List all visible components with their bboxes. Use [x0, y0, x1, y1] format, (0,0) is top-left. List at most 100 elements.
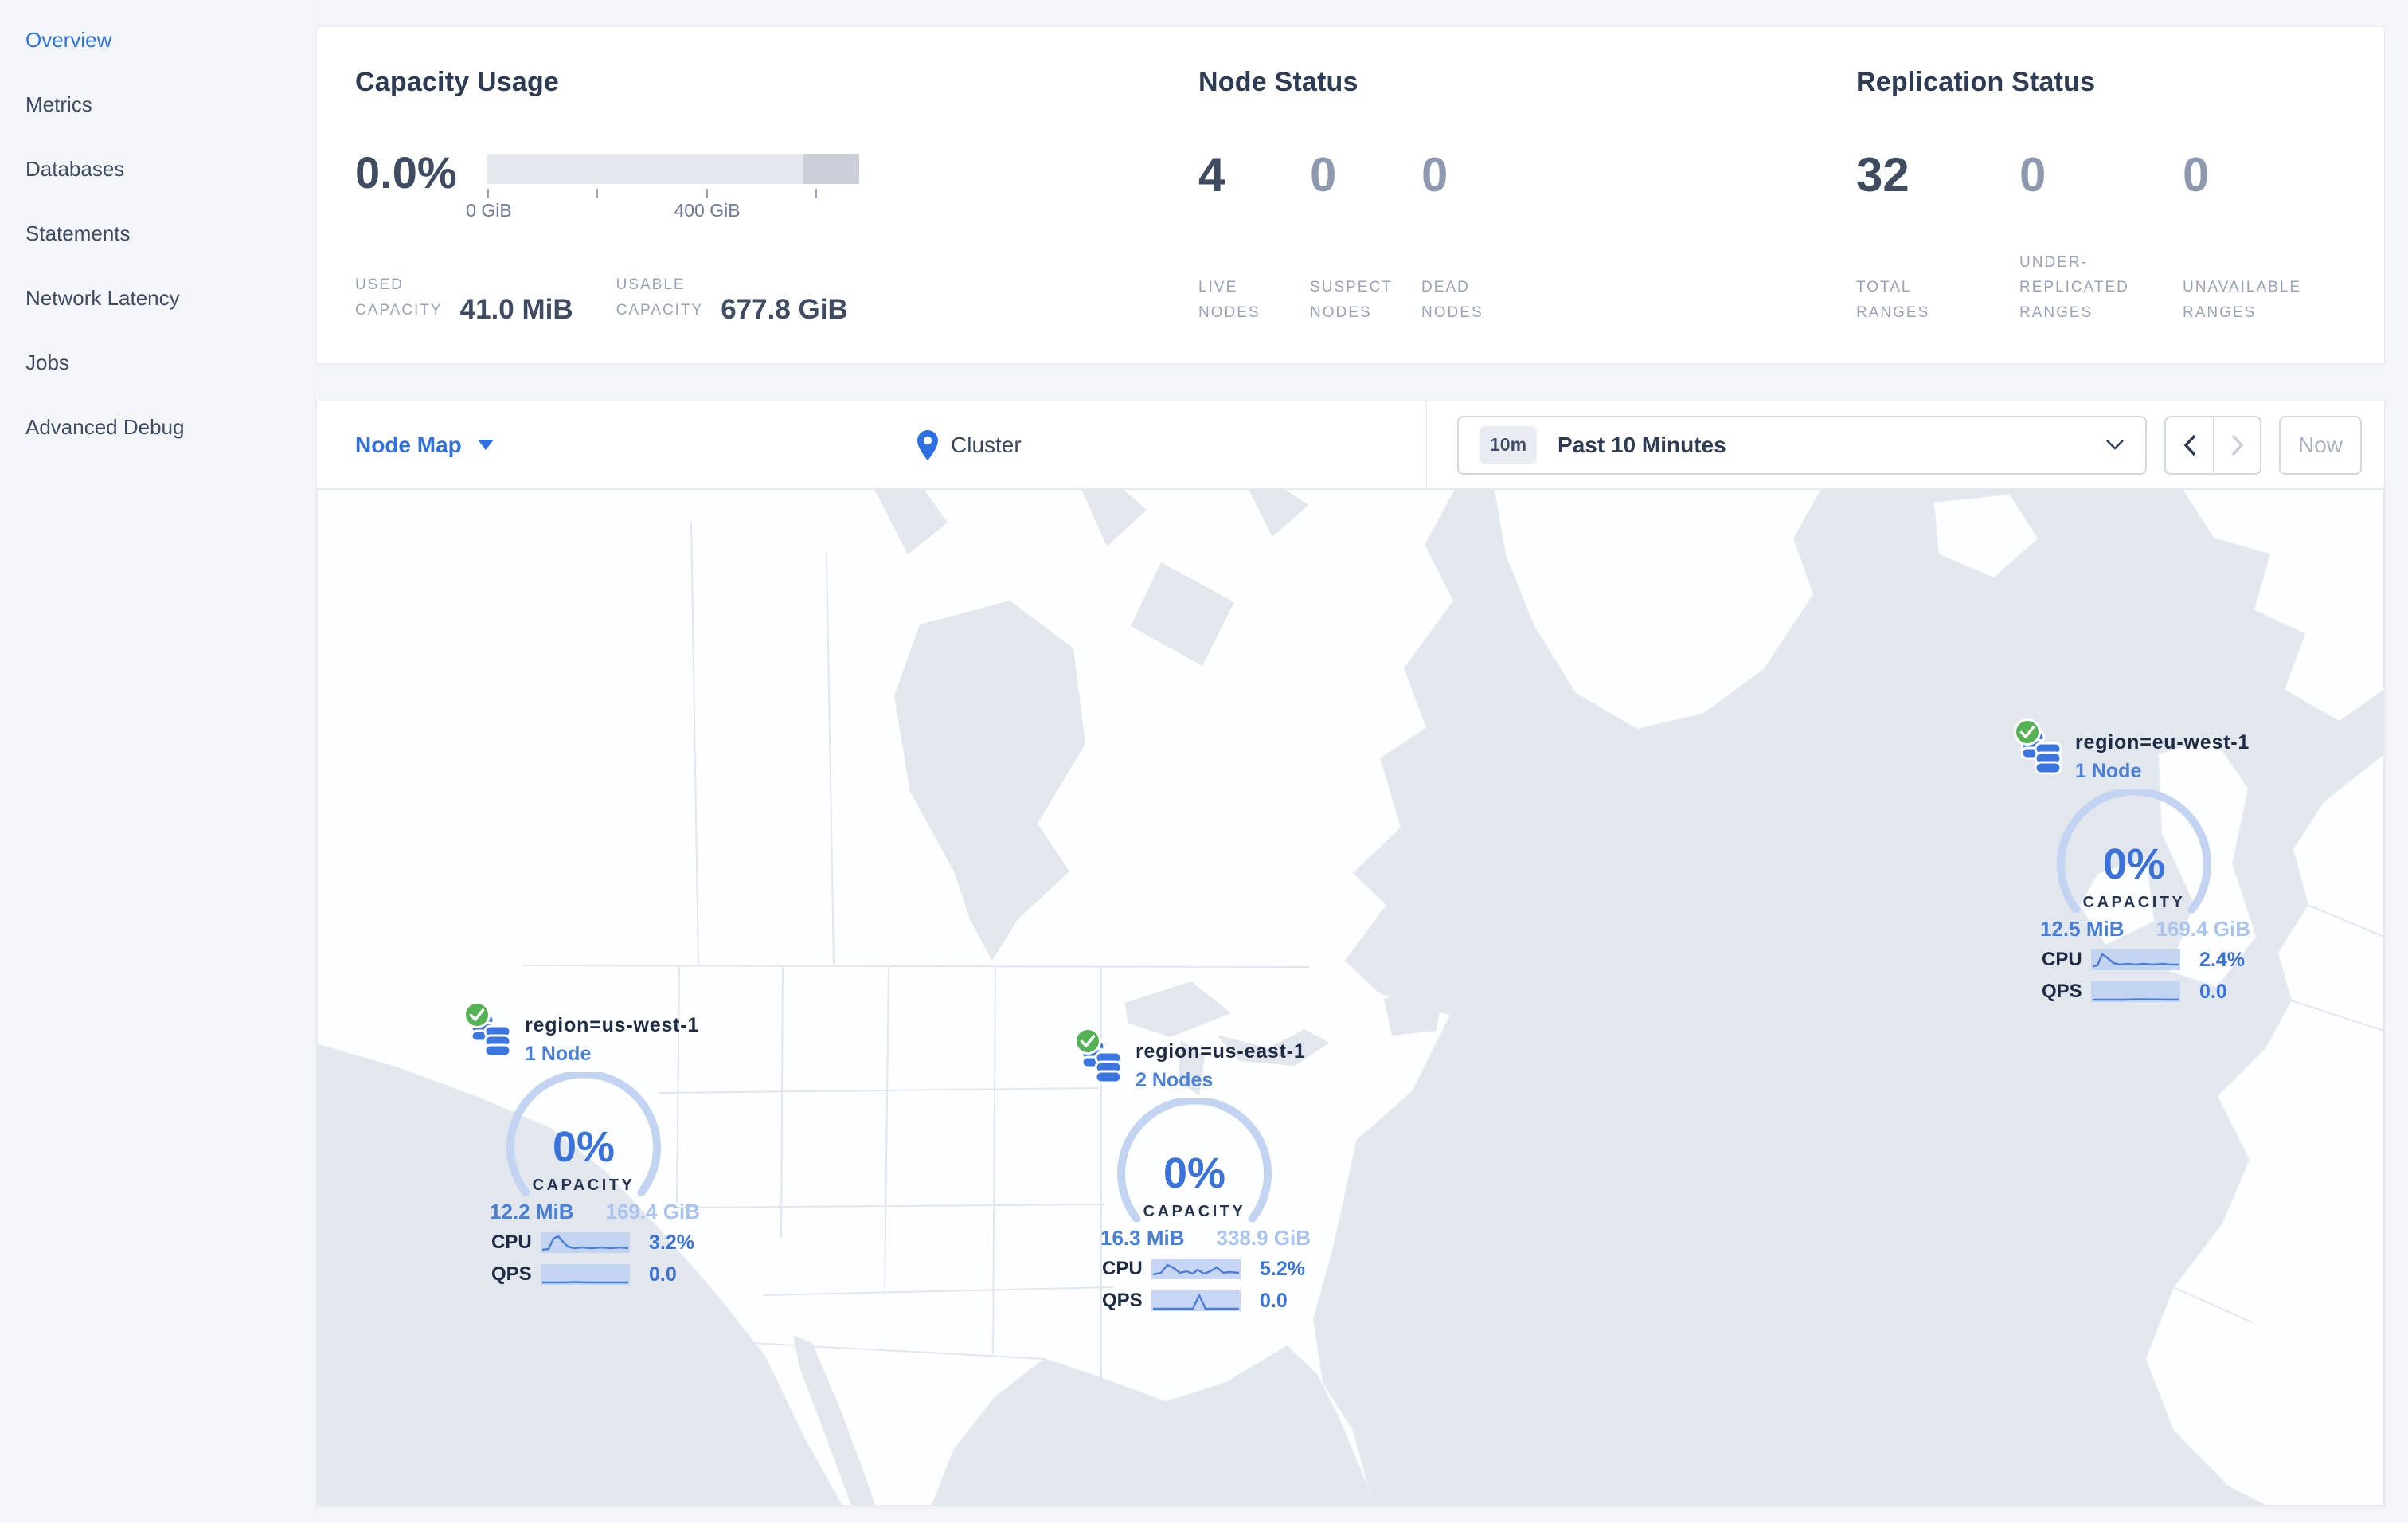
region-node-count[interactable]: 1 Node: [2075, 760, 2142, 782]
breadcrumb-label: Cluster: [951, 432, 1022, 457]
unavailable-ranges-stat: 0 UNAVAILABLE RANGES: [2183, 151, 2346, 325]
world-map-graphic: [317, 489, 2384, 1505]
live-nodes-stat: 4 LIVE NODES: [1198, 151, 1310, 325]
cpu-stat-row: CPU 3.2%: [491, 1231, 703, 1255]
suspect-nodes-value: 0: [1310, 148, 1337, 202]
qps-value: 0.0: [2199, 980, 2227, 1003]
capacity-gauge: 0% CAPACITY: [504, 1070, 663, 1200]
chevron-down-icon: [2105, 439, 2125, 451]
cpu-value: 2.4%: [2199, 948, 2245, 971]
cpu-stat-row: CPU 5.2%: [1102, 1257, 1314, 1281]
qps-sparkline: [541, 1264, 630, 1285]
capacity-tick-label-0: 0 GiB: [466, 200, 512, 221]
suspect-nodes-stat: 0 SUSPECT NODES: [1310, 151, 1421, 325]
capacity-tick-label-400: 400 GiB: [674, 200, 741, 221]
time-nav-group: [2164, 415, 2261, 475]
sidebar-item-statements[interactable]: Statements: [25, 221, 131, 245]
time-range-label: Past 10 Minutes: [1558, 432, 1726, 457]
region-used-capacity: 12.5 MiB: [2040, 917, 2125, 941]
time-next-button[interactable]: [2213, 417, 2260, 473]
time-prev-button[interactable]: [2166, 417, 2213, 473]
chevron-left-icon: [2183, 434, 2195, 456]
map-pin-icon: [917, 429, 938, 460]
region-name: region=us-east-1: [1136, 1040, 1306, 1063]
total-ranges-value: 32: [1856, 148, 1910, 202]
cpu-label: CPU: [2042, 949, 2082, 970]
region-total-capacity: 169.4 GiB: [605, 1200, 700, 1223]
sidebar-item-advanced-debug[interactable]: Advanced Debug: [25, 415, 185, 439]
qps-stat-row: QPS 0.0: [491, 1263, 703, 1286]
qps-stat-row: QPS 0.0: [1102, 1289, 1314, 1313]
under-replicated-ranges-value: 0: [2019, 148, 2046, 202]
dead-nodes-label: DEAD NODES: [1421, 279, 1484, 321]
healthy-check-icon: [1074, 1028, 1101, 1055]
cpu-sparkline: [2091, 949, 2180, 970]
region-name: region=eu-west-1: [2075, 731, 2250, 754]
region-card-us-east-1[interactable]: region=us-east-1 2 Nodes 0% CAPACITY 16.…: [1074, 1028, 1314, 1313]
used-capacity-metric: USED CAPACITY 41.0 MiB: [355, 272, 573, 325]
qps-stat-row: QPS 0.0: [2042, 980, 2254, 1004]
cpu-stat-row: CPU 2.4%: [2042, 948, 2254, 972]
sidebar-item-network-latency[interactable]: Network Latency: [25, 286, 180, 310]
gauge-percent: 0%: [1163, 1149, 1226, 1197]
capacity-bar: 0 GiB 400 GiB: [466, 151, 859, 222]
cpu-value: 5.2%: [1260, 1257, 1305, 1280]
unavailable-ranges-value: 0: [2183, 148, 2210, 202]
healthy-check-icon: [463, 1001, 491, 1028]
gauge-percent: 0%: [553, 1123, 615, 1171]
now-button[interactable]: Now: [2279, 415, 2362, 475]
total-ranges-label: TOTAL RANGES: [1856, 279, 1930, 321]
dead-nodes-value: 0: [1421, 148, 1448, 202]
time-range-dropdown[interactable]: 10m Past 10 Minutes: [1457, 415, 2147, 475]
node-status-section: Node Status 4 LIVE NODES 0 SUSPECT NODES…: [1198, 67, 1856, 325]
used-capacity-label: USED CAPACITY: [355, 276, 443, 319]
usable-capacity-metric: USABLE CAPACITY 677.8 GiB: [616, 272, 848, 325]
sidebar-item-jobs[interactable]: Jobs: [25, 350, 69, 374]
cpu-sparkline: [541, 1232, 630, 1253]
used-capacity-value: 41.0 MiB: [459, 294, 573, 325]
view-mode-label: Node Map: [355, 432, 462, 457]
node-map: region=us-west-1 1 Node 0% CAPACITY 12.2…: [317, 489, 2384, 1505]
dead-nodes-stat: 0 DEAD NODES: [1421, 151, 1533, 325]
qps-label: QPS: [491, 1263, 532, 1285]
sidebar-item-databases[interactable]: Databases: [25, 157, 125, 181]
total-ranges-stat: 32 TOTAL RANGES: [1856, 151, 2019, 325]
region-node-count[interactable]: 2 Nodes: [1136, 1069, 1214, 1091]
region-total-capacity: 169.4 GiB: [2156, 917, 2250, 941]
qps-value: 0.0: [649, 1263, 677, 1286]
time-controls: 10m Past 10 Minutes Now: [1426, 401, 2362, 489]
under-replicated-ranges-label: UNDER- REPLICATED RANGES: [2019, 253, 2129, 321]
gauge-label: CAPACITY: [2083, 894, 2186, 911]
capacity-percent: 0.0%: [355, 147, 457, 198]
capacity-gauge: 0% CAPACITY: [1115, 1096, 1274, 1226]
capacity-bar-nonusable-segment: [803, 154, 859, 184]
region-node-count[interactable]: 1 Node: [525, 1043, 592, 1065]
cpu-sparkline: [1151, 1259, 1241, 1279]
qps-value: 0.0: [1260, 1289, 1288, 1312]
chevron-right-icon: [2231, 434, 2243, 456]
region-used-capacity: 16.3 MiB: [1100, 1226, 1185, 1250]
qps-sparkline: [2091, 981, 2180, 1002]
breadcrumb[interactable]: Cluster: [916, 429, 1022, 461]
usable-capacity-label: USABLE CAPACITY: [616, 276, 704, 319]
region-total-capacity: 338.9 GiB: [1216, 1226, 1311, 1250]
region-card-eu-west-1[interactable]: region=eu-west-1 1 Node 0% CAPACITY 12.5…: [2014, 718, 2254, 1004]
region-used-capacity: 12.2 MiB: [490, 1200, 574, 1223]
qps-label: QPS: [1102, 1290, 1143, 1311]
region-card-us-west-1[interactable]: region=us-west-1 1 Node 0% CAPACITY 12.2…: [463, 1001, 703, 1286]
replication-status-section: Replication Status 32 TOTAL RANGES 0 UND…: [1856, 67, 2346, 325]
cpu-value: 3.2%: [649, 1231, 694, 1254]
node-status-title: Node Status: [1198, 67, 1358, 97]
unavailable-ranges-label: UNAVAILABLE RANGES: [2183, 279, 2302, 321]
sidebar-item-overview[interactable]: Overview: [25, 28, 112, 52]
sidebar-item-metrics[interactable]: Metrics: [25, 92, 92, 116]
database-icon: [1074, 1028, 1123, 1084]
usable-capacity-value: 677.8 GiB: [721, 294, 848, 325]
gauge-label: CAPACITY: [533, 1177, 635, 1194]
node-map-panel: Node Map Cluster 10m Past 10 Minutes: [316, 401, 2385, 1506]
live-nodes-label: LIVE NODES: [1198, 279, 1261, 321]
cluster-summary-panel: Capacity Usage 0.0% 0 GiB 4: [316, 26, 2385, 364]
time-range-badge: 10m: [1480, 426, 1538, 464]
cpu-label: CPU: [491, 1231, 532, 1253]
view-mode-select[interactable]: Node Map: [355, 433, 494, 458]
